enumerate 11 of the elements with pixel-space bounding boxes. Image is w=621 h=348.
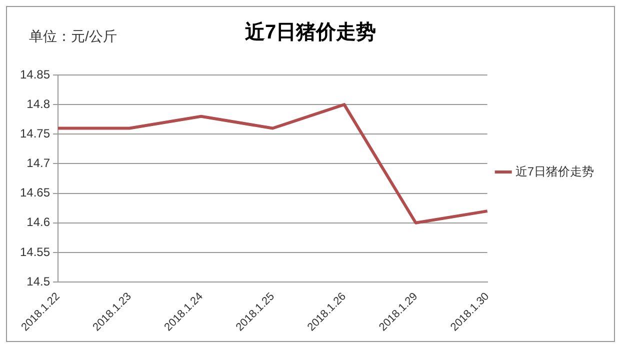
y-tick-label: 14.75 (20, 126, 50, 140)
y-axis-title: 单位：元/公斤 (29, 28, 117, 44)
legend-label: 近7日猪价走势 (515, 164, 594, 178)
y-tick-label: 14.5 (26, 274, 50, 288)
y-tick-label: 14.7 (26, 156, 50, 170)
y-tick-label: 14.55 (20, 244, 50, 259)
y-tick-label: 14.8 (26, 96, 50, 111)
y-tick-label: 14.6 (26, 215, 50, 230)
y-tick-label: 14.85 (20, 67, 50, 82)
y-tick-label: 14.65 (20, 186, 50, 200)
chart-title: 近7日猪价走势 (244, 20, 376, 44)
